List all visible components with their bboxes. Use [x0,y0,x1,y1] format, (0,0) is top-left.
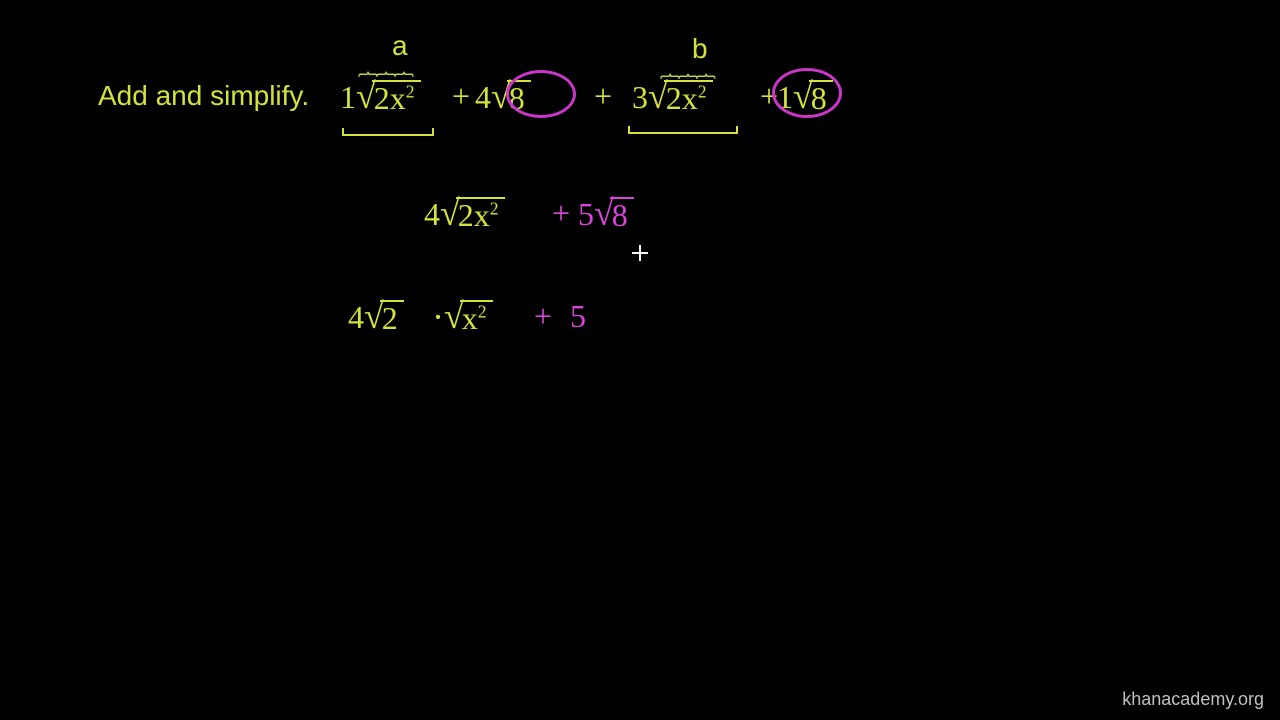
underbracket-1 [342,128,434,136]
line1-plus1: + [448,78,474,115]
line3-term1b: √x2 [444,298,493,336]
watermark: khanacademy.org [1122,689,1264,710]
line3-five: 5 [570,298,586,335]
line3-term1a: 4√2 [348,298,404,336]
line2-term1: 4√2x2 [424,195,505,233]
line2-term2: 5√8 [578,195,634,233]
circle-1 [506,70,576,118]
line3-dot: · [432,296,444,338]
line2-plus: + [548,195,574,232]
line1-term3: 3√2x2 [632,78,713,116]
line1-term1: 1√2x2 [340,78,421,116]
cursor-icon [632,245,648,261]
line3-plus: + [530,298,556,335]
line1-plus2: + [590,78,616,115]
circle-2 [772,68,842,118]
underbracket-2 [628,126,738,134]
instruction-text: Add and simplify. [98,80,309,112]
instruction-label: Add and simplify. [98,80,309,111]
